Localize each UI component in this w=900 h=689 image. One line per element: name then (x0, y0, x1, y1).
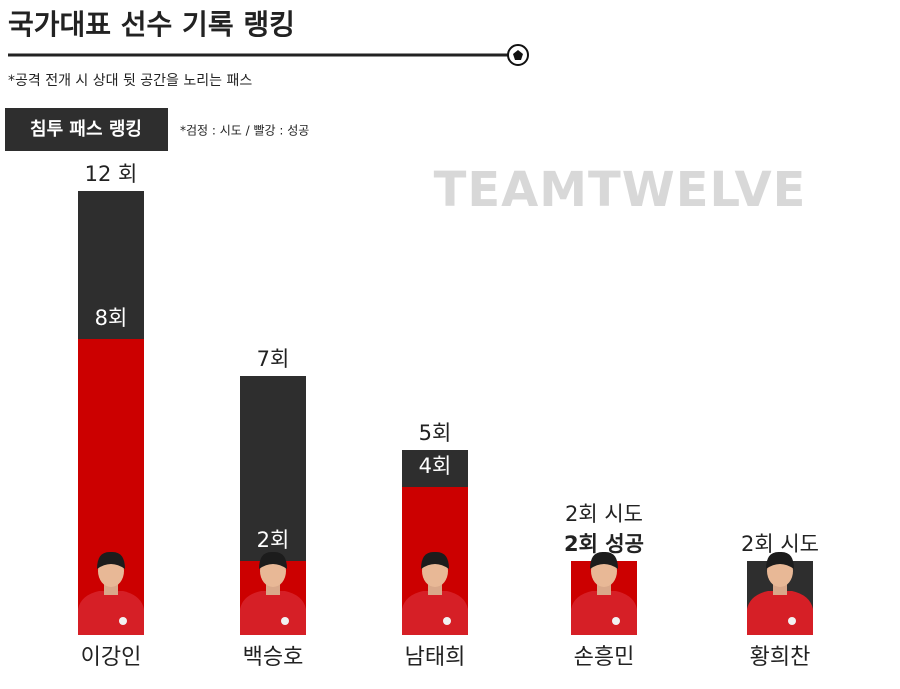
player-photo (571, 551, 637, 635)
player-photo (747, 551, 813, 635)
player-shirt (571, 591, 637, 635)
player-hair (259, 551, 287, 569)
value-label: 2회 성공 (564, 532, 644, 556)
player-hair (421, 551, 449, 569)
chart-title: 국가대표 선수 기록 랭킹 (8, 8, 295, 41)
x-tick-label: 황희찬 (750, 645, 811, 670)
section-box (5, 108, 168, 151)
chart-subtitle: *공격 전개 시 상대 뒷 공간을 노리는 패스 (8, 73, 252, 89)
value-label: 8회 (95, 306, 128, 330)
x-tick-label: 백승호 (243, 645, 304, 670)
player-photo (78, 551, 144, 635)
player-shirt (402, 591, 468, 635)
soccer-ball (507, 44, 529, 66)
x-tick-label: 남태희 (405, 645, 466, 670)
player-badge (281, 617, 289, 625)
player-badge (443, 617, 451, 625)
player-hair (766, 551, 794, 569)
value-label: 5회 (419, 421, 452, 445)
player-badge (788, 617, 796, 625)
x-tick-label: 손흥민 (574, 645, 635, 670)
value-label: 2회 (257, 528, 290, 552)
value-label: 4회 (419, 454, 452, 478)
player-hair (97, 551, 125, 569)
player-photo (402, 551, 468, 635)
player-shirt (240, 591, 306, 635)
player-shirt (747, 591, 813, 635)
player-badge (612, 617, 620, 625)
player-badge (119, 617, 127, 625)
legend-note: *검정 : 시도 / 빨강 : 성공 (180, 124, 309, 138)
player-photo (240, 551, 306, 635)
player-shirt (78, 591, 144, 635)
player-hair (590, 551, 618, 569)
value-label: 2회 시도 (741, 532, 819, 556)
value-label: 2회 시도 (565, 502, 643, 526)
watermark: TEAMTWELVE (434, 162, 807, 218)
x-tick-label: 이강인 (81, 645, 142, 670)
value-label: 12 회 (85, 162, 138, 186)
value-label: 7회 (257, 347, 290, 371)
section-label: 침투 패스 랭킹 (30, 119, 142, 140)
